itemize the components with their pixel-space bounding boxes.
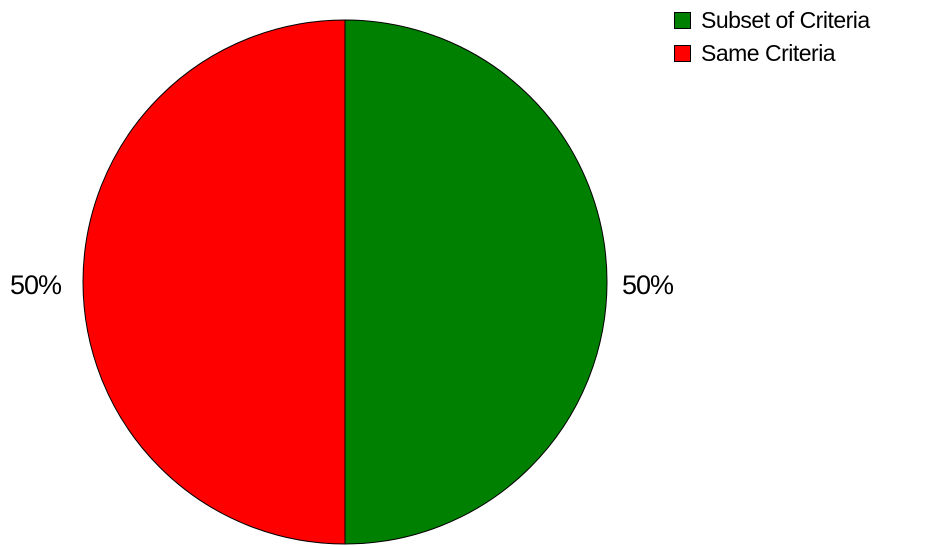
slice-subset-of-criteria <box>344 19 608 545</box>
legend-swatch-same <box>674 45 691 62</box>
legend-label-same: Same Criteria <box>701 40 836 66</box>
legend-item-subset: Subset of Criteria <box>672 4 870 37</box>
legend-swatch-subset <box>674 12 691 29</box>
legend: Subset of Criteria Same Criteria <box>672 4 870 70</box>
slice-label-subset: 50% <box>622 270 674 300</box>
legend-label-subset: Subset of Criteria <box>701 7 870 33</box>
slice-label-same: 50% <box>10 270 62 300</box>
slice-same-criteria <box>82 19 346 545</box>
legend-item-same: Same Criteria <box>672 37 870 70</box>
